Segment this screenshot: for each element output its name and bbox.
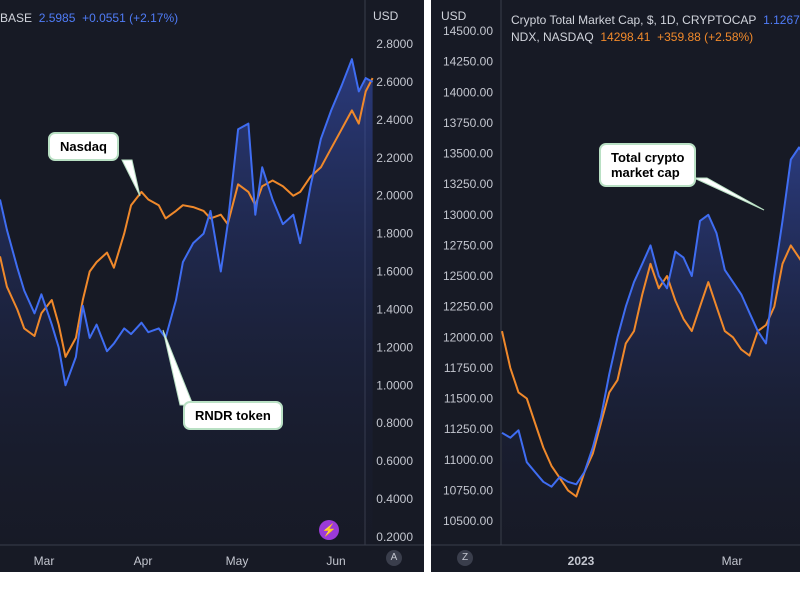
chart-header-left: BASE 2.5985 +0.0551 (+2.17%) (0, 11, 178, 25)
x-tick-label: Mar (34, 554, 55, 568)
callout-rndr-token: RNDR token (183, 401, 283, 430)
callout-nasdaq: Nasdaq (48, 132, 119, 161)
zoom-button[interactable]: Z (457, 550, 473, 566)
y-tick-label: 1.8000 (376, 227, 413, 241)
symbol-change: +0.0551 (+2.17%) (82, 11, 179, 25)
x-tick-label: Apr (134, 554, 153, 568)
chart-title: Crypto Total Market Cap, $, 1D, CRYPTOCA… (511, 13, 757, 27)
x-tick-label: Mar (722, 554, 743, 568)
y-tick-label: 14000.00 (443, 85, 493, 99)
y-tick-label: 13000.00 (443, 208, 493, 222)
lightning-icon[interactable]: ⚡ (319, 520, 339, 540)
y-tick-label: 12000.00 (443, 330, 493, 344)
y-tick-label: 2.2000 (376, 151, 413, 165)
crypto-chart-svg: 14500.00 14250.00 14000.00 13750.00 13500.00… (431, 0, 800, 568)
y-tick-label: 2.8000 (376, 37, 413, 51)
y-tick-label: 14250.00 (443, 55, 493, 69)
y-axis-unit: USD (373, 9, 399, 23)
ndx-label: NDX, NASDAQ (511, 30, 594, 44)
y-tick-label: 10750.00 (443, 483, 493, 497)
y-tick-label: 0.4000 (376, 492, 413, 506)
chart-header-right: Crypto Total Market Cap, $, 1D, CRYPTOCA… (511, 13, 800, 27)
series-line (0, 77, 374, 358)
symbol-price: 2.5985 (38, 11, 76, 25)
y-tick-label: 1.6000 (376, 265, 413, 279)
y-tick-label: 0.6000 (376, 454, 413, 468)
crypto-market-cap-vs-nasdaq-chart: 14500.00 14250.00 14000.00 13750.00 13500.00… (431, 0, 800, 572)
y-tick-label: 13750.00 (443, 116, 493, 130)
ndx-change: +359.88 (+2.58%) (657, 30, 754, 44)
y-tick-label: 1.2000 (376, 340, 413, 354)
y-tick-label: 2.6000 (376, 75, 413, 89)
x-tick-label: May (226, 554, 249, 568)
callout-pointer (121, 159, 141, 197)
y-axis-unit: USD (441, 9, 467, 23)
y-tick-label: 12750.00 (443, 238, 493, 252)
y-tick-label: 1.4000 (376, 302, 413, 316)
rndr-vs-nasdaq-chart: 2.8000 2.6000 2.4000 2.2000 2.0000 1.8000 1.60… (0, 0, 424, 572)
y-tick-label: 11000.00 (444, 453, 493, 467)
symbol-fragment: BASE (0, 11, 33, 25)
y-tick-label: 13500.00 (443, 147, 493, 161)
ndx-legend: NDX, NASDAQ 14298.41 +359.88 (+2.58%) (511, 30, 753, 44)
y-tick-label: 2.0000 (376, 189, 413, 203)
y-tick-label: 13250.00 (443, 177, 493, 191)
y-tick-label: 12250.00 (443, 300, 493, 314)
y-tick-label: 11750.00 (444, 361, 493, 375)
y-tick-label: 12500.00 (443, 269, 493, 283)
y-tick-label: 0.2000 (376, 530, 413, 544)
callout-total-crypto-market-cap: Total crypto market cap (599, 143, 697, 187)
y-tick-label: 2.4000 (376, 113, 413, 127)
y-tick-label: 10500.00 (443, 514, 493, 528)
auto-scale-button[interactable]: A (386, 550, 402, 566)
series-area-fill (502, 147, 800, 545)
y-tick-label: 0.8000 (376, 416, 413, 430)
series-line (501, 146, 800, 488)
callout-pointer (693, 177, 765, 211)
series-line (501, 244, 800, 498)
chart-title-value: 1.1267 (763, 13, 800, 27)
ndx-price: 14298.41 (600, 30, 651, 44)
y-tick-label: 11250.00 (444, 422, 493, 436)
rndr-chart-svg: 2.8000 2.6000 2.4000 2.2000 2.0000 1.8000 1.60… (0, 0, 424, 568)
y-tick-label: 1.0000 (376, 378, 413, 392)
x-tick-label: Jun (326, 554, 345, 568)
y-tick-label: 11500.00 (444, 392, 493, 406)
y-tick-label: 14500.00 (443, 24, 493, 38)
series-line (0, 58, 374, 387)
x-tick-label: 2023 (568, 554, 595, 568)
